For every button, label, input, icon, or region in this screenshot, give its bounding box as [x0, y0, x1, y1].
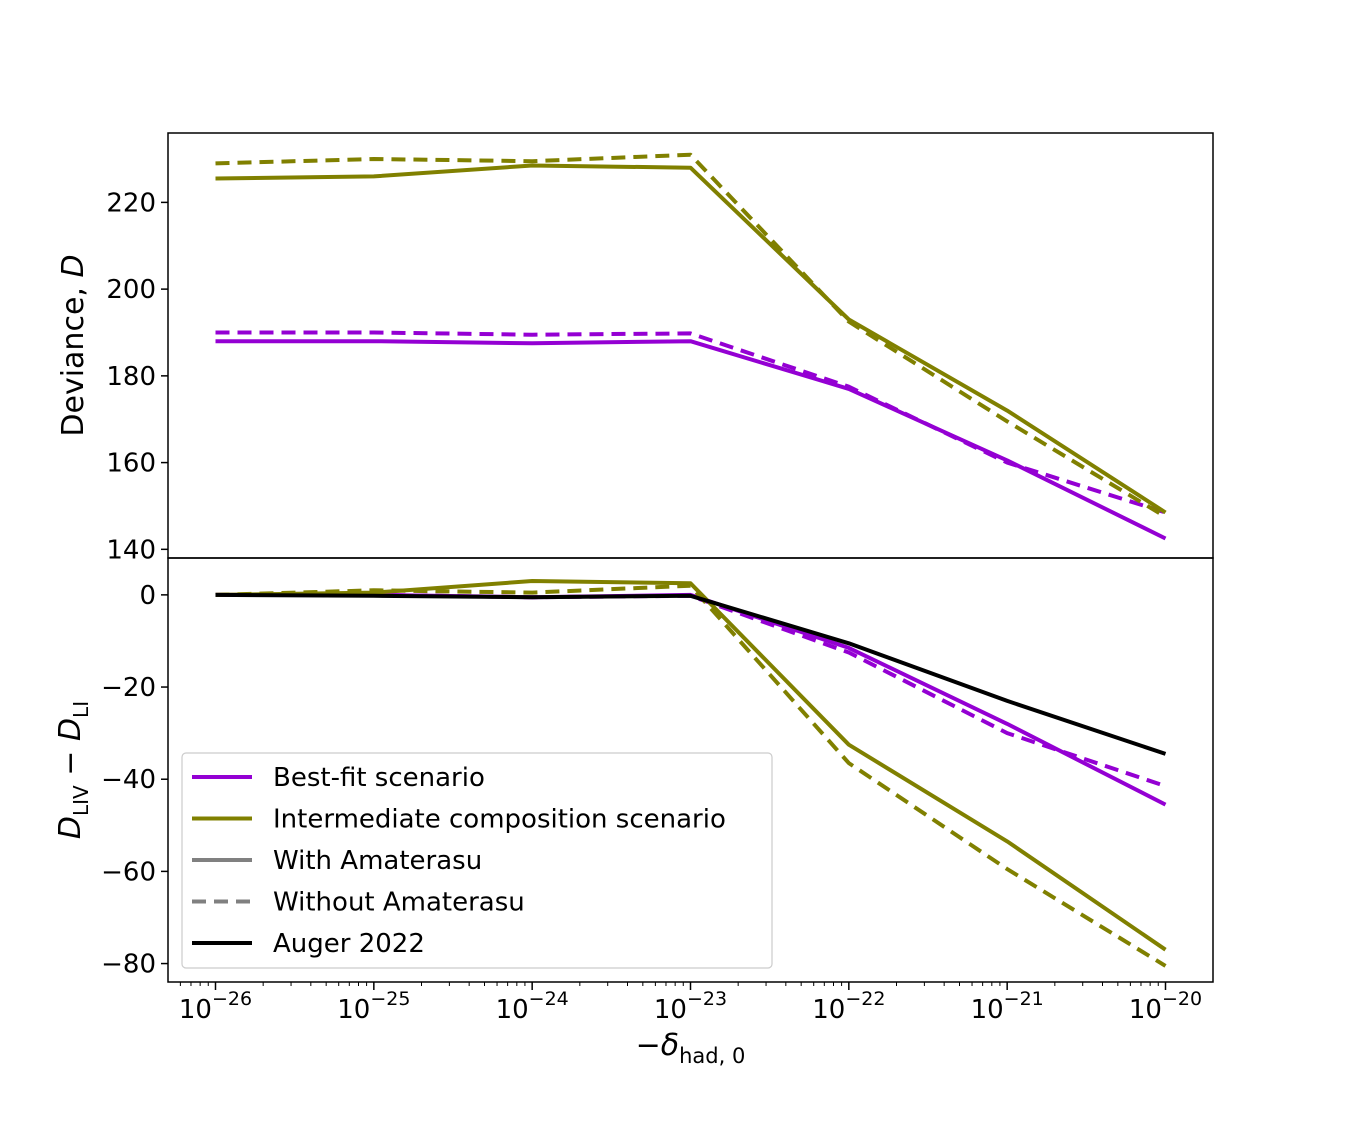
legend-label: Best-fit scenario — [273, 763, 485, 793]
legend-label: Without Amaterasu — [273, 888, 525, 918]
x-ticks: 10−26 10−25 10−24 10−23 10−22 10−21 10−20 — [179, 982, 1202, 1025]
legend-label: With Amaterasu — [273, 846, 482, 876]
top-ytick-label: 220 — [106, 188, 156, 218]
legend: Best-fit scenario Intermediate compositio… — [181, 752, 773, 969]
top-axes-frame — [167, 132, 1214, 559]
top-panel: 140 160 180 200 220 Deviance, D — [56, 132, 1214, 565]
x-axis-label: −δhad, 0 — [636, 1028, 746, 1068]
bottom-ytick-label: −40 — [101, 765, 156, 795]
ylabel-d2: D — [53, 718, 88, 741]
bottom-ytick-label: −20 — [101, 673, 156, 703]
bottom-panel: −80−60−40−200 10−26 10−25 10−24 10−23 10−22 1… — [53, 557, 1214, 1068]
top-series-3 — [215, 152, 1167, 519]
xtick-label: 10−23 — [654, 988, 727, 1025]
bottom-ytick-label: −80 — [101, 950, 156, 980]
top-y-axis-label: Deviance, D — [56, 254, 91, 436]
top-ytick-label: 140 — [106, 535, 156, 565]
ylabel-sub2: LI — [69, 701, 93, 718]
ylabel-minus: − — [53, 741, 88, 785]
top-series-2 — [215, 163, 1167, 515]
xtick-label: 10−24 — [496, 988, 569, 1025]
bottom-ytick-label: −60 — [101, 857, 156, 887]
legend-box — [181, 752, 773, 969]
top-y-axis-label-var: D — [56, 254, 91, 277]
bottom-axes-frame — [167, 557, 1214, 983]
top-series-lines — [215, 152, 1167, 541]
top-series-0 — [215, 339, 1167, 541]
ylabel-d1: D — [53, 816, 88, 839]
bottom-y-ticks: −80 −60 −40 −20 0 — [101, 581, 168, 980]
xtick-label: 10−20 — [1129, 988, 1202, 1025]
xtick-label: 10−22 — [812, 988, 885, 1025]
bottom-series-4 — [215, 592, 1167, 756]
bottom-series-3 — [215, 583, 1167, 968]
top-y-axis-label-text: Deviance, — [56, 278, 91, 437]
bottom-ytick-label: 0 — [139, 581, 156, 611]
ylabel-sub1: LIV — [69, 785, 93, 816]
xtick-label: 10−21 — [971, 988, 1044, 1025]
bottom-y-axis-label: DLIV − DLI — [53, 701, 93, 839]
xlabel-prefix: −δ — [636, 1028, 680, 1063]
top-ytick-label: 180 — [106, 362, 156, 392]
legend-label: Intermediate composition scenario — [273, 805, 726, 835]
legend-items: Best-fit scenario Intermediate compositio… — [192, 763, 726, 959]
bottom-series-lines — [215, 579, 1167, 968]
xlabel-sub: had, 0 — [679, 1044, 745, 1068]
bottom-series-2 — [215, 579, 1167, 952]
xtick-label: 10−26 — [179, 988, 252, 1025]
top-series-1 — [215, 330, 1167, 515]
top-ytick-label: 200 — [106, 275, 156, 305]
legend-label: Auger 2022 — [273, 929, 425, 959]
top-y-ticks: 140 160 180 200 220 — [106, 188, 168, 565]
top-ytick-label: 160 — [106, 449, 156, 479]
xtick-label: 10−25 — [337, 988, 410, 1025]
